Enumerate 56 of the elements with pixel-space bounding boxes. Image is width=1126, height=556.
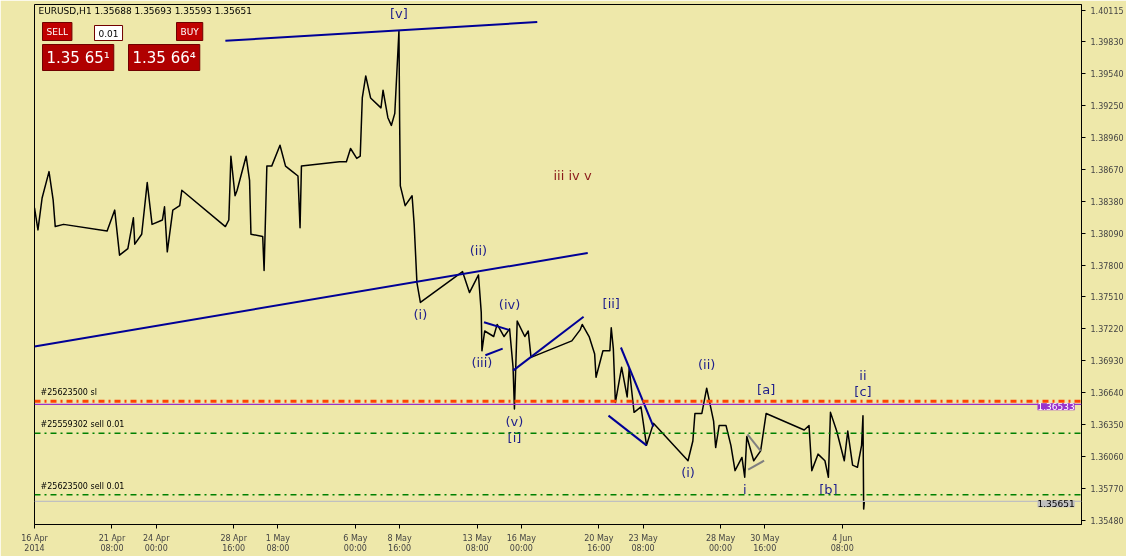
y-tick-label: 1.38670 [1090, 165, 1124, 175]
y-tick-label: 1.37800 [1090, 261, 1124, 271]
y-tick-label: 1.36060 [1090, 452, 1124, 462]
y-tick-label: 1.39830 [1090, 38, 1124, 48]
y-tick-label: 1.37510 [1090, 293, 1124, 303]
y-tick-label: 1.40115 [1090, 7, 1124, 17]
x-tick-label: 13 May 08:00 [462, 533, 492, 554]
annotation: BUY [180, 26, 200, 37]
ref-line-label: #25559302 sell 0.01 [40, 420, 125, 430]
annotation: (iii) [471, 355, 493, 371]
x-tick-label: 1 May 08:00 [265, 533, 291, 554]
annotation: 0.01 [98, 28, 119, 39]
y-tick-label: 1.36350 [1090, 420, 1124, 430]
y-tick-label: 1.39540 [1090, 70, 1124, 80]
x-tick-label: 20 May 16:00 [584, 533, 614, 554]
x-tick-label: 28 May 00:00 [705, 533, 736, 554]
ref-line-label: #25623500 sell 0.01 [40, 481, 125, 491]
annotation: iii iv v [553, 167, 592, 183]
annotation: [ii] [602, 296, 620, 312]
annotation: (ii) [469, 243, 488, 259]
y-tick-label: 1.38960 [1090, 134, 1124, 144]
annotation: 1.35 66⁴ [132, 48, 196, 67]
chart-title: EURUSD,H1 1.35688 1.35693 1.35593 1.35651 [38, 5, 252, 16]
y-tick-label: 1.39250 [1090, 102, 1124, 112]
annotation: (iv) [498, 297, 521, 313]
y-tick-label: 1.38380 [1090, 197, 1124, 207]
annotation: ii [859, 368, 867, 384]
y-tick-label: 1.35770 [1090, 484, 1124, 494]
annotation: SELL [46, 26, 68, 37]
annotation: [a] [757, 381, 776, 397]
ref-line-label: 1.35651 [1037, 499, 1075, 510]
y-tick-label: 1.36930 [1090, 357, 1124, 367]
x-tick-label: 16 May 00:00 [506, 533, 537, 554]
x-tick-label: 4 Jun 08:00 [830, 533, 854, 554]
x-tick-label: 24 Apr 00:00 [142, 533, 171, 554]
x-tick-label: 6 May 00:00 [343, 533, 368, 554]
annotation: [v] [390, 6, 408, 21]
annotation: (i) [413, 306, 428, 322]
annotation: i [742, 481, 747, 497]
annotation: (i) [681, 465, 695, 481]
x-tick-label: 8 May 16:00 [387, 533, 412, 554]
y-tick-label: 1.35480 [1090, 516, 1124, 526]
annotation: [c] [854, 384, 872, 400]
ref-line-label: 1.36533 [1037, 402, 1075, 413]
x-tick-label: 30 May 16:00 [750, 533, 780, 554]
x-tick-label: 28 Apr 16:00 [220, 533, 248, 554]
y-tick-label: 1.36640 [1090, 389, 1124, 399]
ref-line-label: #25623500 sl [40, 388, 97, 398]
annotation: 1.35 65¹ [46, 48, 110, 67]
x-tick-label: 23 May 08:00 [628, 533, 658, 554]
x-tick-label: 16 Apr 2014 [21, 533, 49, 554]
annotation: (ii) [698, 356, 716, 372]
y-tick-label: 1.37220 [1090, 325, 1124, 335]
x-tick-label: 21 Apr 08:00 [98, 533, 126, 554]
annotation: (v) [505, 413, 524, 429]
y-tick-label: 1.38090 [1090, 229, 1124, 239]
